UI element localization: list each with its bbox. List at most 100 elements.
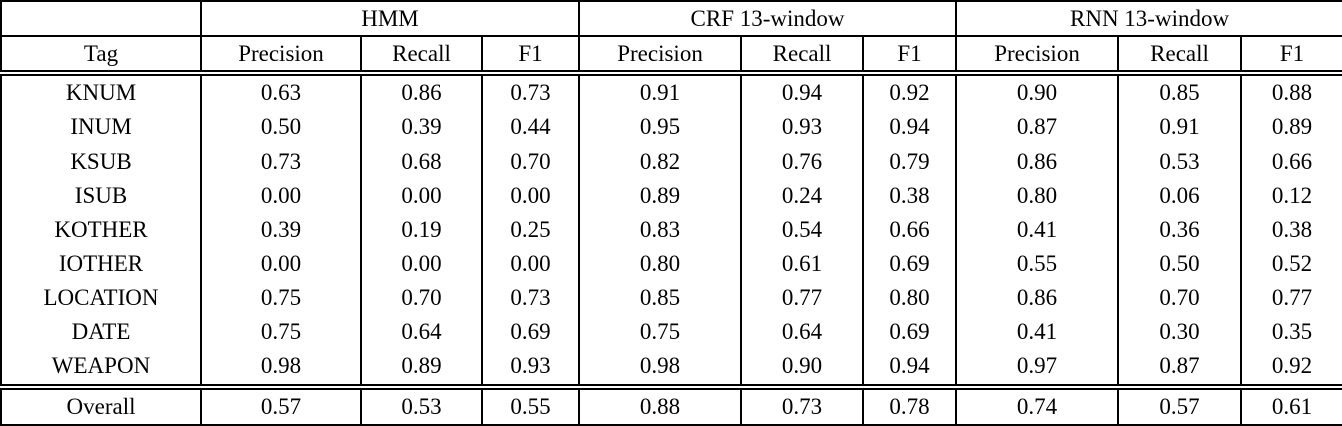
metric-value-cell: 0.95 — [578, 110, 743, 145]
metric-value-cell: 0.38 — [1240, 212, 1342, 247]
tag-cell: Overall — [0, 383, 202, 425]
group-header-hmm: HMM — [199, 1, 581, 37]
metric-value-cell: 0.00 — [200, 178, 362, 213]
table-row: ISUB 0.00 0.00 0.00 0.89 0.24 0.38 0.80 0.06 0.12 — [0, 178, 1342, 213]
metric-value-cell: 0.53 — [1117, 144, 1243, 179]
recall-header-rnn: Recall — [1117, 36, 1243, 76]
recall-header-hmm: Recall — [360, 36, 483, 76]
tag-cell: KOTHER — [0, 212, 202, 247]
metric-value-cell: 0.25 — [480, 212, 581, 247]
metric-value-cell: 0.00 — [480, 246, 581, 282]
metric-value-cell: 0.76 — [740, 144, 865, 179]
metric-value-cell: 0.92 — [1240, 349, 1342, 387]
metric-value-cell: 0.94 — [740, 73, 865, 111]
table-row: KOTHER 0.39 0.19 0.25 0.83 0.54 0.66 0.41 0.36 0.… — [0, 212, 1342, 247]
tag-cell: ISUB — [0, 178, 202, 213]
metric-value-cell: 0.88 — [578, 383, 743, 425]
metric-value-cell: 0.85 — [578, 281, 743, 316]
precision-header-hmm: Precision — [200, 36, 362, 76]
table-row: DATE 0.75 0.64 0.69 0.75 0.64 0.69 0.41 0.30 0.35 — [0, 315, 1342, 350]
metric-value-cell: 0.73 — [480, 281, 581, 316]
metric-value-cell: 0.86 — [955, 144, 1120, 179]
metric-value-cell: 0.30 — [1117, 315, 1243, 350]
metric-value-cell: 0.75 — [578, 315, 743, 350]
metric-value-cell: 0.63 — [200, 73, 362, 111]
table-row: KSUB 0.73 0.68 0.70 0.82 0.76 0.79 0.86 0.53 0.66 — [0, 144, 1342, 179]
tag-cell: KSUB — [0, 144, 202, 179]
metric-value-cell: 0.88 — [1240, 73, 1342, 111]
tag-cell: KNUM — [0, 73, 202, 111]
metric-value-cell: 0.80 — [578, 246, 743, 282]
metric-value-cell: 0.90 — [955, 73, 1120, 111]
metric-value-cell: 0.74 — [955, 383, 1120, 425]
f1-header-crf: F1 — [862, 36, 958, 76]
metric-value-cell: 0.75 — [200, 315, 362, 350]
metric-value-cell: 0.70 — [1117, 281, 1243, 316]
metric-value-cell: 0.55 — [480, 383, 581, 425]
tag-cell: LOCATION — [0, 281, 202, 316]
metric-value-cell: 0.93 — [740, 110, 865, 145]
metric-value-cell: 0.91 — [578, 73, 743, 111]
metric-value-cell: 0.92 — [862, 73, 958, 111]
metric-value-cell: 0.98 — [200, 349, 362, 387]
metric-value-cell: 0.50 — [200, 110, 362, 145]
metric-value-cell: 0.70 — [360, 281, 483, 316]
metric-value-cell: 0.66 — [1240, 144, 1342, 179]
metric-value-cell: 0.54 — [740, 212, 865, 247]
metric-value-cell: 0.77 — [1240, 281, 1342, 316]
metric-value-cell: 0.44 — [480, 110, 581, 145]
f1-header-hmm: F1 — [480, 36, 581, 76]
metric-value-cell: 0.57 — [200, 383, 362, 425]
metric-value-cell: 0.52 — [1240, 246, 1342, 282]
metric-value-cell: 0.89 — [360, 349, 483, 387]
metric-value-cell: 0.35 — [1240, 315, 1342, 350]
metric-value-cell: 0.98 — [578, 349, 743, 387]
metric-value-cell: 0.80 — [955, 178, 1120, 213]
table-row: INUM 0.50 0.39 0.44 0.95 0.93 0.94 0.87 0.91 0.89 — [0, 110, 1342, 145]
f1-header-rnn: F1 — [1240, 36, 1342, 76]
metric-value-cell: 0.78 — [862, 383, 958, 425]
metric-value-cell: 0.38 — [862, 178, 958, 213]
metric-value-cell: 0.82 — [578, 144, 743, 179]
tag-cell: WEAPON — [0, 349, 202, 387]
metric-value-cell: 0.91 — [1117, 110, 1243, 145]
metric-value-cell: 0.66 — [862, 212, 958, 247]
metric-value-cell: 0.68 — [360, 144, 483, 179]
metric-value-cell: 0.97 — [955, 349, 1120, 387]
metric-header-row: Tag Precision Recall F1 Precision Recall… — [0, 36, 1342, 76]
precision-header-rnn: Precision — [955, 36, 1120, 76]
metric-value-cell: 0.77 — [740, 281, 865, 316]
metric-value-cell: 0.69 — [862, 315, 958, 350]
metric-value-cell: 0.41 — [955, 315, 1120, 350]
metric-value-cell: 0.00 — [360, 246, 483, 282]
tag-cell: DATE — [0, 315, 202, 350]
metric-value-cell: 0.12 — [1240, 178, 1342, 213]
metric-value-cell: 0.70 — [480, 144, 581, 179]
metric-value-cell: 0.53 — [360, 383, 483, 425]
metric-value-cell: 0.73 — [740, 383, 865, 425]
metric-value-cell: 0.57 — [1117, 383, 1243, 425]
metric-value-cell: 0.75 — [200, 281, 362, 316]
metric-value-cell: 0.39 — [200, 212, 362, 247]
metric-value-cell: 0.89 — [578, 178, 743, 213]
table-row: LOCATION 0.75 0.70 0.73 0.85 0.77 0.80 0.86 0.70… — [0, 281, 1342, 316]
metric-value-cell: 0.39 — [360, 110, 483, 145]
recall-header-crf: Recall — [740, 36, 865, 76]
tag-cell: IOTHER — [0, 246, 202, 282]
table-body: KNUM 0.63 0.86 0.73 0.91 0.94 0.92 0.90 0.85 0.88… — [0, 73, 1342, 425]
metric-value-cell: 0.19 — [360, 212, 483, 247]
precision-header-crf: Precision — [578, 36, 743, 76]
tag-cell: INUM — [0, 110, 202, 145]
metric-value-cell: 0.86 — [360, 73, 483, 111]
metric-value-cell: 0.36 — [1117, 212, 1243, 247]
table-row: WEAPON 0.98 0.89 0.93 0.98 0.90 0.94 0.97 0.87 0.… — [0, 349, 1342, 387]
metric-value-cell: 0.69 — [480, 315, 581, 350]
metric-value-cell: 0.41 — [955, 212, 1120, 247]
group-header-rnn: RNN 13-window — [955, 1, 1342, 37]
metric-value-cell: 0.73 — [200, 144, 362, 179]
metric-value-cell: 0.00 — [360, 178, 483, 213]
table-row: IOTHER 0.00 0.00 0.00 0.80 0.61 0.69 0.55 0.50 0.… — [0, 246, 1342, 282]
metric-value-cell: 0.85 — [1117, 73, 1243, 111]
metric-value-cell: 0.73 — [480, 73, 581, 111]
